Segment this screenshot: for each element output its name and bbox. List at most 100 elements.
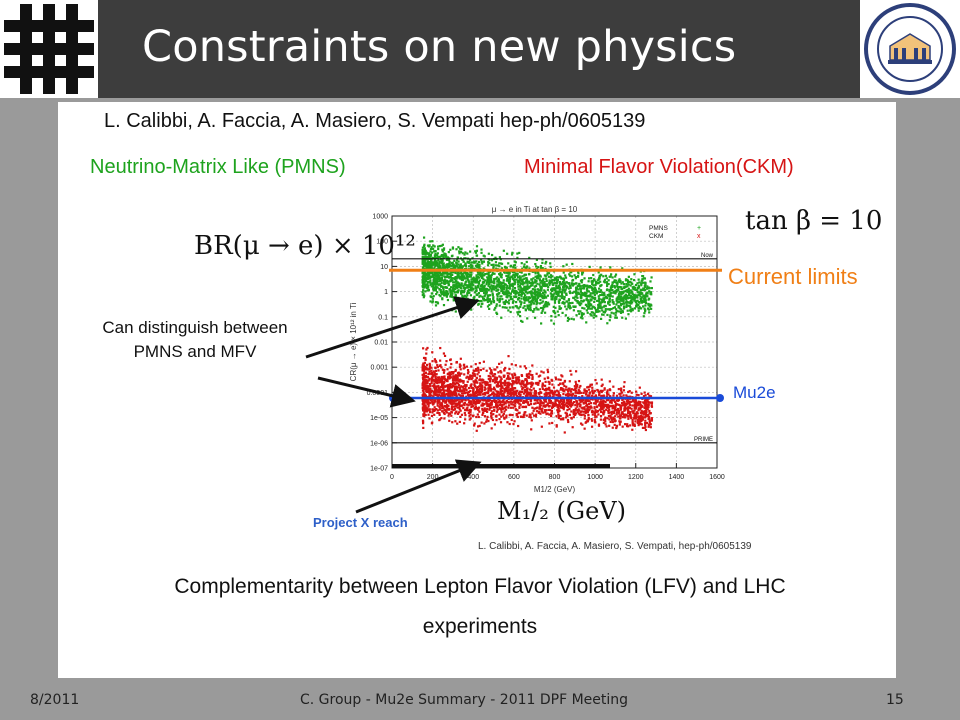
data-point <box>516 256 519 259</box>
data-point <box>587 307 590 310</box>
data-point <box>456 422 459 425</box>
data-point <box>579 310 582 313</box>
data-point <box>554 288 557 291</box>
data-point <box>608 297 611 300</box>
data-point <box>525 380 529 383</box>
data-point <box>618 307 621 310</box>
data-point <box>644 423 647 427</box>
data-point <box>423 393 426 397</box>
data-point <box>570 403 573 406</box>
data-point <box>565 293 568 296</box>
data-point <box>488 307 491 310</box>
data-point <box>617 399 621 402</box>
data-point <box>456 406 460 409</box>
data-point <box>628 296 632 299</box>
data-point <box>570 275 574 278</box>
data-point <box>577 310 580 313</box>
data-point <box>445 295 448 298</box>
data-point <box>600 390 603 394</box>
data-point <box>485 383 488 386</box>
data-point <box>431 372 434 375</box>
data-point <box>590 307 593 310</box>
data-point <box>504 299 508 302</box>
data-point <box>594 416 597 419</box>
data-point <box>636 291 639 294</box>
data-point <box>579 316 583 319</box>
data-point <box>463 411 466 414</box>
data-point <box>535 258 538 261</box>
data-point <box>522 265 526 268</box>
data-point <box>571 393 575 396</box>
data-point <box>488 278 492 281</box>
data-point <box>438 398 441 402</box>
data-point <box>565 401 569 404</box>
data-point <box>510 275 513 278</box>
data-point <box>528 388 531 391</box>
data-point <box>626 309 629 312</box>
data-point <box>454 310 457 313</box>
data-point <box>444 385 447 388</box>
data-point <box>541 387 544 391</box>
data-point <box>488 300 491 303</box>
data-point <box>515 272 518 275</box>
data-point <box>506 391 509 394</box>
data-point <box>433 266 436 269</box>
data-point <box>458 252 461 255</box>
data-point <box>519 303 523 306</box>
data-point <box>562 288 565 291</box>
data-point <box>569 394 572 397</box>
data-point <box>458 390 461 393</box>
data-point <box>580 314 584 318</box>
data-point <box>551 296 554 299</box>
data-point <box>594 412 597 415</box>
data-point <box>618 290 621 294</box>
data-point <box>618 423 621 426</box>
data-point <box>621 310 624 314</box>
data-point <box>627 399 630 402</box>
data-point <box>465 388 468 392</box>
data-point <box>626 408 630 411</box>
data-point <box>538 302 542 305</box>
data-point <box>426 274 429 278</box>
data-point <box>568 287 571 290</box>
data-point <box>517 424 520 428</box>
data-point <box>632 424 635 427</box>
data-point <box>579 290 583 293</box>
data-point <box>508 294 511 297</box>
data-point <box>493 368 496 371</box>
data-point <box>617 306 620 309</box>
data-point <box>620 287 623 290</box>
data-point <box>426 407 429 410</box>
data-point <box>456 265 459 268</box>
data-point <box>488 380 492 383</box>
data-point <box>443 404 447 408</box>
data-point <box>482 285 485 288</box>
data-point <box>492 266 495 270</box>
data-point <box>475 281 479 284</box>
data-point <box>428 260 431 264</box>
data-point <box>540 294 544 297</box>
data-point <box>608 290 611 293</box>
data-point <box>616 281 619 284</box>
data-point <box>528 256 531 259</box>
data-point <box>643 391 646 394</box>
data-point <box>522 296 526 299</box>
data-point <box>520 374 524 378</box>
data-point <box>552 395 555 398</box>
data-point <box>501 281 504 285</box>
data-point <box>423 294 426 297</box>
data-point <box>475 245 479 248</box>
data-point <box>494 404 498 407</box>
data-point <box>426 273 429 276</box>
data-point <box>599 398 603 401</box>
data-point <box>611 298 614 302</box>
data-point <box>558 298 561 302</box>
data-point <box>644 310 647 313</box>
data-point <box>459 277 462 280</box>
data-point <box>477 371 480 374</box>
data-point <box>480 421 483 424</box>
data-point <box>544 291 547 294</box>
data-point <box>637 394 640 397</box>
data-point <box>536 398 540 401</box>
data-point <box>476 386 479 390</box>
